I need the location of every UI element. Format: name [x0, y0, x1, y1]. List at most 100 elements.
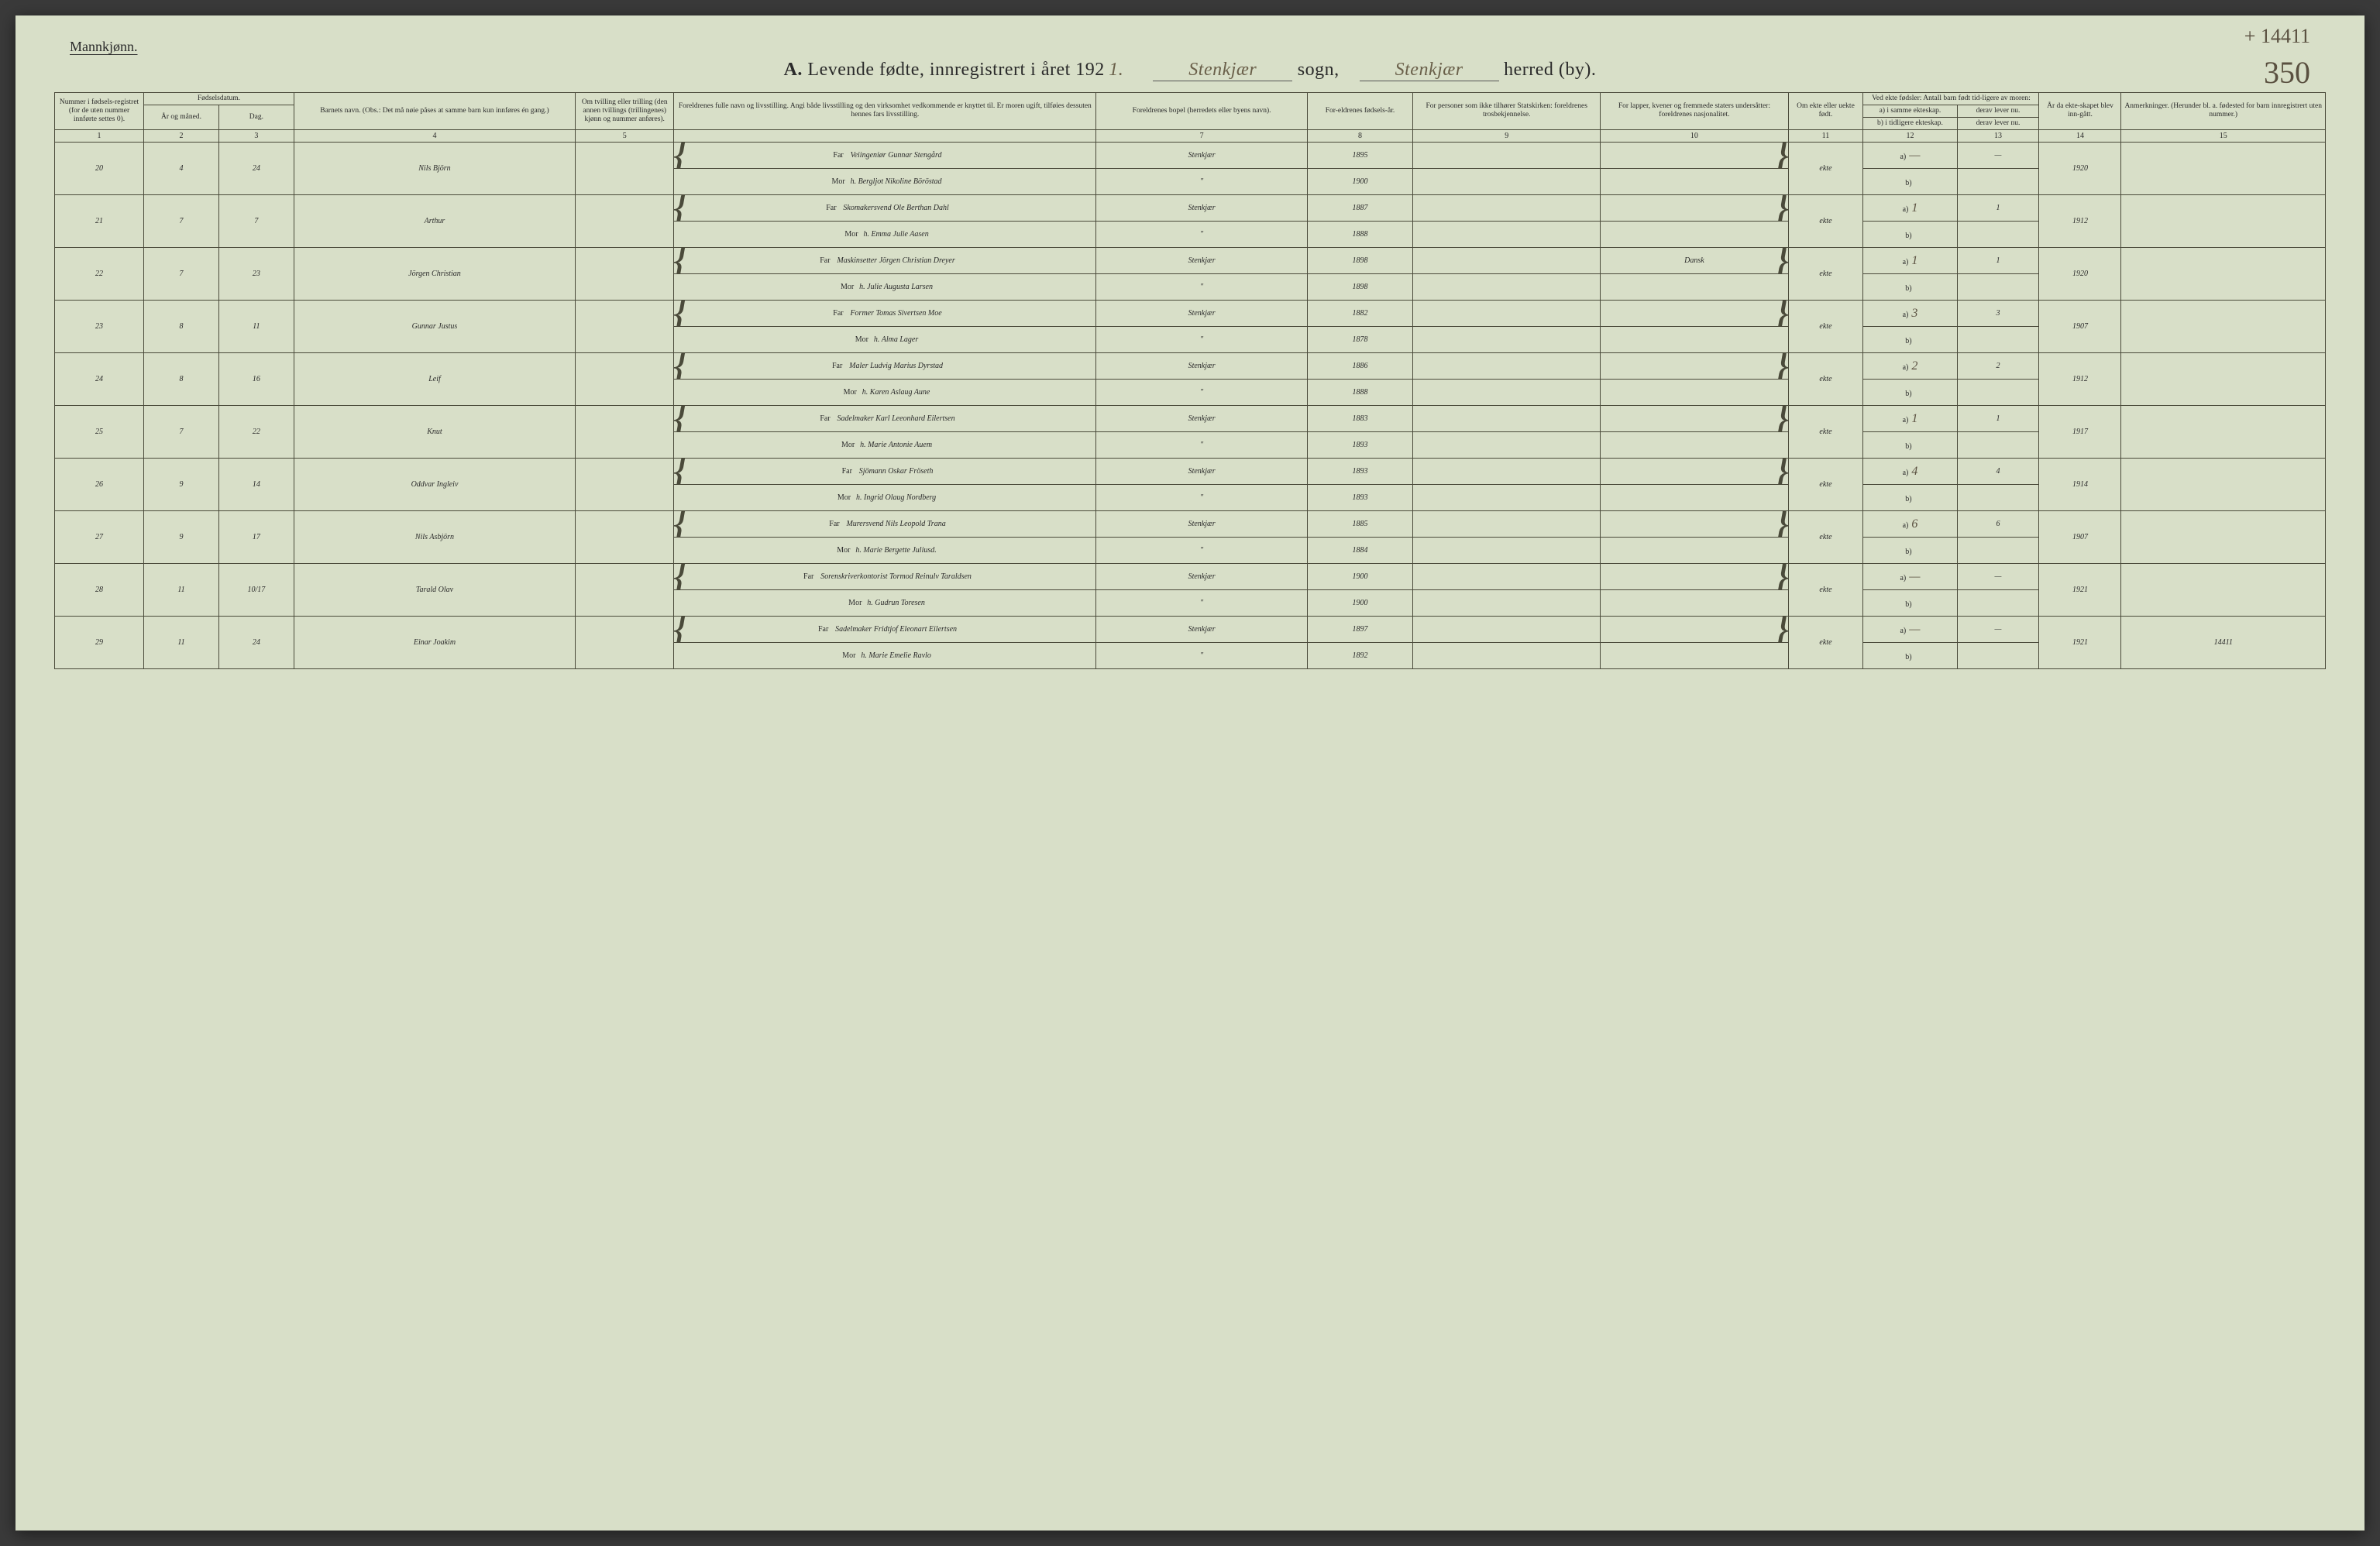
title-text: Levende fødte, innregistrert i året 192 — [807, 60, 1104, 80]
table-header: Nummer i fødsels-registret (for de uten … — [55, 93, 2326, 143]
col-4-header: Barnets navn. (Obs.: Det må nøie påses a… — [294, 93, 575, 130]
row-father: {Far Sjömann Oskar Fröseth — [674, 459, 1096, 485]
row-religion — [1413, 143, 1601, 169]
row-father-year: 1882 — [1307, 301, 1412, 327]
col-8-header: For-eldrenes fødsels-år. — [1307, 93, 1412, 130]
row-father: {Far Sadelmaker Karl Leeonhard Eilertsen — [674, 406, 1096, 432]
row-day: 17 — [218, 511, 294, 564]
row-month: 11 — [144, 564, 219, 617]
row-nationality-2 — [1601, 169, 1788, 195]
row-religion — [1413, 511, 1601, 538]
row-month: 4 — [144, 143, 219, 195]
table-row: 27917Nils Asbjörn{Far Murersvend Nils Le… — [55, 511, 2326, 538]
title-letter: A. — [784, 60, 803, 80]
row-mother-year: 1898 — [1307, 274, 1412, 301]
row-remarks — [2121, 511, 2326, 564]
row-residence-far: Stenkjær — [1096, 511, 1308, 538]
row-remarks — [2121, 564, 2326, 617]
row-religion — [1413, 301, 1601, 327]
row-residence-mor: " — [1096, 274, 1308, 301]
row-religion-2 — [1413, 485, 1601, 511]
row-lives-a: 2 — [1957, 353, 2039, 380]
row-day: 22 — [218, 406, 294, 459]
row-father-year: 1885 — [1307, 511, 1412, 538]
row-marriage-year: 1907 — [2039, 301, 2121, 353]
row-nationality: } — [1601, 564, 1788, 590]
colnum: 12 — [1863, 129, 1957, 143]
row-remarks — [2121, 143, 2326, 195]
col-12a-header: a) i samme ekteskap. — [1863, 105, 1957, 117]
col-1-header: Nummer i fødsels-registret (for de uten … — [55, 93, 144, 130]
row-born-a: a)3 — [1863, 301, 1957, 327]
row-mother: Mor h. Karen Aslaug Aune — [674, 380, 1096, 406]
row-month: 9 — [144, 459, 219, 511]
row-born-b: b) — [1863, 380, 1957, 406]
row-mother-year: 1878 — [1307, 327, 1412, 353]
row-father: {Far Sorenskriverkontorist Tormod Reinul… — [674, 564, 1096, 590]
row-nationality: } — [1601, 301, 1788, 327]
row-father: {Far Veiingeniør Gunnar Stengård — [674, 143, 1096, 169]
row-religion — [1413, 195, 1601, 222]
row-religion-2 — [1413, 590, 1601, 617]
row-lives-b — [1957, 590, 2039, 617]
row-nationality-2 — [1601, 485, 1788, 511]
row-child-name: Knut — [294, 406, 575, 459]
row-lives-b — [1957, 274, 2039, 301]
row-number: 23 — [55, 301, 144, 353]
row-residence-far: Stenkjær — [1096, 353, 1308, 380]
row-child-name: Nils Björn — [294, 143, 575, 195]
row-father: {Far Murersvend Nils Leopold Trana — [674, 511, 1096, 538]
row-child-name: Tarald Olav — [294, 564, 575, 617]
col-7-header: Foreldrenes bopel (herredets eller byens… — [1096, 93, 1308, 130]
margin-annotation-top2: 350 — [2264, 54, 2310, 91]
row-lives-a: 1 — [1957, 406, 2039, 432]
register-page: + 14411 350 Mannkjønn. A. Levende fødte,… — [15, 15, 2365, 1531]
row-day: 24 — [218, 617, 294, 669]
row-religion — [1413, 248, 1601, 274]
col-15-header: Anmerkninger. (Herunder bl. a. fødested … — [2121, 93, 2326, 130]
row-born-b: b) — [1863, 485, 1957, 511]
row-lives-a: 1 — [1957, 248, 2039, 274]
col-9-header: For personer som ikke tilhører Statskirk… — [1413, 93, 1601, 130]
row-lives-b — [1957, 485, 2039, 511]
row-born-b: b) — [1863, 274, 1957, 301]
row-twin — [576, 301, 674, 353]
row-number: 28 — [55, 564, 144, 617]
row-born-b: b) — [1863, 432, 1957, 459]
row-religion-2 — [1413, 643, 1601, 669]
sogn-fill: Stenkjær — [1153, 60, 1292, 81]
row-residence-far: Stenkjær — [1096, 195, 1308, 222]
row-nationality-2 — [1601, 432, 1788, 459]
col-2-header: År og måned. — [144, 105, 219, 129]
row-born-b: b) — [1863, 222, 1957, 248]
row-born-a: a)2 — [1863, 353, 1957, 380]
colnum: 15 — [2121, 129, 2326, 143]
row-father-year: 1898 — [1307, 248, 1412, 274]
row-father: {Far Maler Ludvig Marius Dyrstad — [674, 353, 1096, 380]
row-twin — [576, 248, 674, 301]
colnum: 13 — [1957, 129, 2039, 143]
row-ekte: ekte — [1788, 353, 1863, 406]
row-lives-a: — — [1957, 617, 2039, 643]
row-number: 25 — [55, 406, 144, 459]
row-born-a: a)1 — [1863, 195, 1957, 222]
colnum: 3 — [218, 129, 294, 143]
row-father-year: 1900 — [1307, 564, 1412, 590]
row-lives-b — [1957, 643, 2039, 669]
row-month: 7 — [144, 406, 219, 459]
row-twin — [576, 564, 674, 617]
col-12-group: Ved ekte fødsler: Antall barn født tid-l… — [1863, 93, 2039, 105]
row-mother-year: 1893 — [1307, 432, 1412, 459]
col-13a-header: derav lever nu. — [1957, 105, 2039, 117]
row-religion-2 — [1413, 380, 1601, 406]
row-residence-mor: " — [1096, 643, 1308, 669]
row-residence-mor: " — [1096, 538, 1308, 564]
row-remarks — [2121, 459, 2326, 511]
row-father-year: 1887 — [1307, 195, 1412, 222]
table-row: 24816Leif{Far Maler Ludvig Marius Dyrsta… — [55, 353, 2326, 380]
row-religion-2 — [1413, 222, 1601, 248]
row-marriage-year: 1921 — [2039, 564, 2121, 617]
row-nationality: } — [1601, 511, 1788, 538]
row-lives-a: 3 — [1957, 301, 2039, 327]
row-born-a: a)— — [1863, 617, 1957, 643]
